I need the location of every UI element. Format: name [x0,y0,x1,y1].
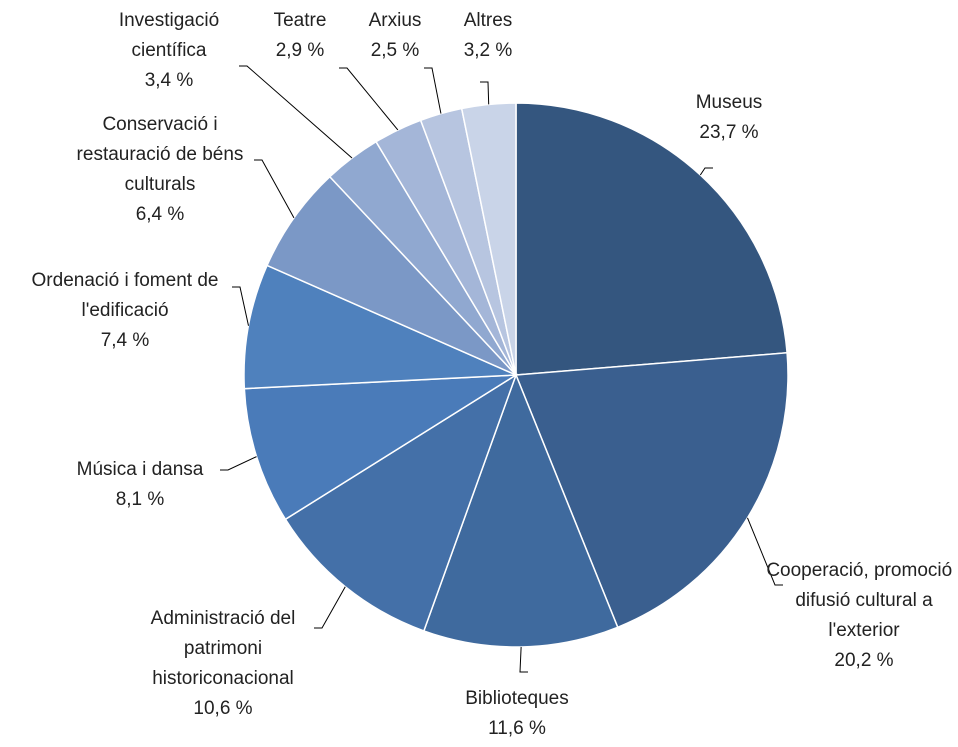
slice-label: Museus 23,7 % [669,88,789,148]
leader-line [232,286,249,326]
category-label: Museus [695,92,763,113]
category-label: Cooperació, promoció i difusió cultural … [766,560,958,641]
value-label: 11,6 % [488,718,546,739]
category-label: Biblioteques [465,688,569,709]
pie-slice [515,102,788,376]
value-label: 10,6 % [193,698,253,719]
leader-line [747,517,783,586]
pie-slice [422,372,619,648]
leader-line [239,65,353,159]
value-label: 2,9 % [275,40,325,61]
pie-slice [514,351,789,629]
category-label: Administració del patrimoni historiconac… [150,608,296,689]
slice-label: Teatre 2,9 % [260,6,340,66]
value-label: 23,7 % [699,122,759,143]
leader-line [314,586,346,629]
slice-label: Investigació científica 3,4 % [94,6,244,96]
value-label: 6,4 % [135,204,185,225]
value-label: 3,2 % [463,40,513,61]
value-label: 3,4 % [144,70,194,91]
slice-label: Conservació i restauració de béns cultur… [60,110,260,230]
value-label: 7,4 % [100,330,150,351]
category-label: Ordenació i foment de l'edificació [31,270,219,321]
category-label: Arxius [368,10,422,31]
leader-line [254,159,295,219]
value-label: 2,5 % [370,40,420,61]
value-label: 20,2 % [834,650,894,671]
leader-line [519,646,528,673]
value-label: 8,1 % [115,489,165,510]
leader-line [424,67,442,114]
slice-label: Arxius 2,5 % [355,6,435,66]
category-label: Teatre [273,10,327,31]
category-label: Investigació científica [118,10,220,61]
category-label: Música i dansa [76,459,204,480]
slice-label: Música i dansa 8,1 % [55,455,225,515]
slice-label: Altres 3,2 % [448,6,528,66]
leader-line [699,167,713,176]
slice-label: Ordenació i foment de l'edificació 7,4 % [5,266,245,356]
slice-label: Biblioteques 11,6 % [437,684,597,744]
leader-line [339,67,399,131]
category-label: Conservació i restauració de béns cultur… [76,114,244,195]
slice-label: Cooperació, promoció i difusió cultural … [764,556,958,676]
leader-line [220,456,257,471]
category-label: Altres [463,10,513,31]
slice-label: Administració del patrimoni historiconac… [128,604,318,724]
pie-slice [243,374,519,521]
leader-line [480,81,490,105]
